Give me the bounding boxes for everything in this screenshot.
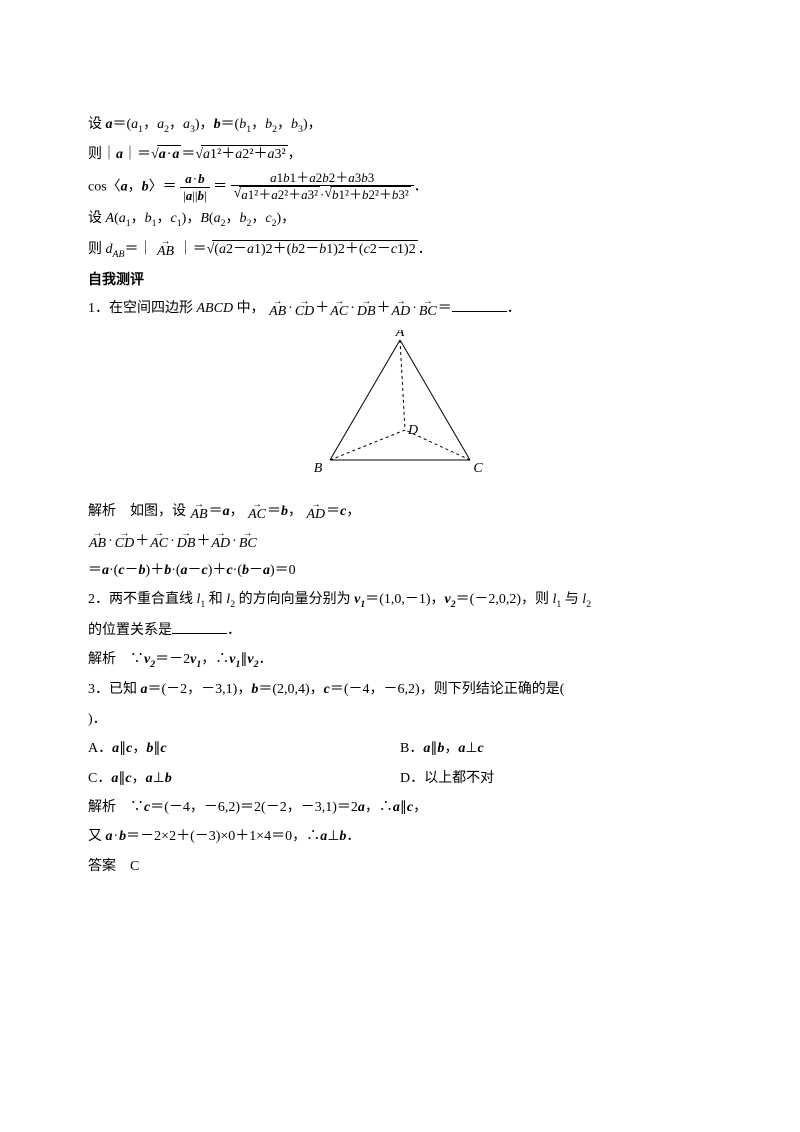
txt: C (130, 859, 139, 874)
q1-sol-expr: →AB·→CD＋→AC·→DB＋→AD·→BC (88, 527, 712, 556)
q3-sol-2: 又 a·b＝－2×2＋(－3)×0＋1×4＝0，∴a⊥b． (88, 822, 712, 851)
txt: 已知 (109, 682, 141, 697)
q3-answer: 答案 C (88, 852, 712, 881)
txt: ＝(2,0,4)， (258, 682, 323, 697)
txt: 在空间四边形 (109, 301, 197, 316)
txt: 两不重合直线 (109, 592, 197, 607)
svg-text:C: C (473, 461, 483, 476)
svg-text:D: D (407, 423, 418, 438)
q2-num: 2． (88, 592, 109, 607)
vec-ab: →AB (157, 239, 174, 259)
q1-diagram: A B C D (88, 330, 712, 491)
txt: ＝(－2，－3,1)， (148, 682, 252, 697)
txt: 的方向向量分别为 (235, 592, 354, 607)
frac-ab-expand: a1b1＋a2b2＋a3b3 √a1²＋a2²＋a3²·√b1²＋b2²＋b3² (231, 170, 414, 204)
txt: 设 (88, 117, 106, 132)
svg-text:A: A (395, 330, 405, 340)
txt: 和 (205, 592, 226, 607)
txt: ＝(1,0,－1)， (365, 592, 444, 607)
txt: )． (88, 712, 107, 727)
q3-opts-row2: C．a∥c，a⊥b D．以上都不对 (88, 764, 712, 793)
q3-opts-row1: A．a∥c，b∥c B．a∥b，a⊥c (88, 734, 712, 763)
txt: ． (507, 301, 521, 316)
line-points-def: 设 A(a1，b1，c1)，B(a2，b2，c2)， (88, 204, 712, 234)
q3-opt-d: D．以上都不对 (400, 764, 712, 793)
txt: ． (259, 652, 273, 667)
q3-opt-a: A．a∥c，b∥c (88, 734, 400, 763)
svg-text:B: B (314, 461, 323, 476)
line-cos: cos〈a，b〉＝ a·b |a||b| ＝ a1b1＋a2b2＋a3b3 √a… (88, 170, 712, 204)
q3-stem-2: )． (88, 705, 712, 734)
heading-self-test: 自我测评 (88, 265, 712, 294)
txt: ＝(－2,0,2)，则 (456, 592, 553, 607)
txt: 与 (561, 592, 582, 607)
txt: ． (227, 623, 241, 638)
q3-opt-b: B．a∥b，a⊥c (400, 734, 712, 763)
txt: 解析 ∵ (88, 652, 144, 667)
txt: ABCD (197, 301, 234, 316)
q3-stem-1: 3．已知 a＝(－2，－3,1)，b＝(2,0,4)，c＝(－4，－6,2)，则… (88, 675, 712, 704)
txt: 中， (233, 301, 265, 316)
txt: ＝(－4，－6,2)＝2(－2，－3,1)＝2 (150, 800, 358, 815)
txt: ＝－2×2＋(－3)×0＋1×4＝0，∴ (126, 829, 320, 844)
q3-num: 3． (88, 682, 109, 697)
q2-blank (172, 633, 227, 634)
q1-blank (452, 311, 507, 312)
page: 设 a＝(a1，a2，a3)，b＝(b1，b2，b3)， 则｜a｜＝√a·a＝√… (0, 0, 800, 921)
txt: ． (346, 829, 360, 844)
txt: ， (413, 800, 427, 815)
q3-sol-1: 解析 ∵c＝(－4，－6,2)＝2(－2，－3,1)＝2a，∴a∥c， (88, 793, 712, 822)
q2-stem-1: 2．两不重合直线 l1 和 l2 的方向向量分别为 v1＝(1,0,－1)，v2… (88, 585, 712, 615)
line-a-b-def: 设 a＝(a1，a2，a3)，b＝(b1，b2，b3)， (88, 110, 712, 140)
txt: 解析 如图，设 (88, 504, 190, 519)
q2-stem-2: 的位置关系是 ． (88, 616, 712, 645)
frac-ab-norm: a·b |a||b| (180, 171, 209, 203)
txt: ，∴ (365, 800, 393, 815)
txt: ＝－2 (155, 652, 190, 667)
q1-sol-result: ＝a·(c－b)＋b·(a－c)＋c·(b－a)＝0 (88, 556, 712, 585)
line-norm-a: 则｜a｜＝√a·a＝√a1²＋a2²＋a3²， (88, 140, 712, 169)
q1-sol-let: 解析 如图，设 →AB＝a， →AC＝b， →AD＝c， (88, 497, 712, 526)
txt: ＝(－4，－6,2)，则下列结论正确的是( (330, 682, 565, 697)
txt: 又 (88, 829, 106, 844)
txt: 解析 ∵ (88, 800, 144, 815)
q2-sol: 解析 ∵v2＝－2v1，∴v1∥v2． (88, 645, 712, 675)
q1-num: 1． (88, 301, 109, 316)
txt: 答案 (88, 859, 130, 874)
q1-stem: 1．在空间四边形 ABCD 中， →AB·→CD＋→AC·→DB＋→AD·→BC… (88, 294, 712, 323)
line-distance: 则 dAB＝｜ →AB ｜＝√(a2－a1)2＋(b2－b1)2＋(c2－c1)… (88, 235, 712, 265)
q3-opt-c: C．a∥c，a⊥b (88, 764, 400, 793)
txt: 的位置关系是 (88, 623, 172, 638)
txt: ，∴ (201, 652, 229, 667)
